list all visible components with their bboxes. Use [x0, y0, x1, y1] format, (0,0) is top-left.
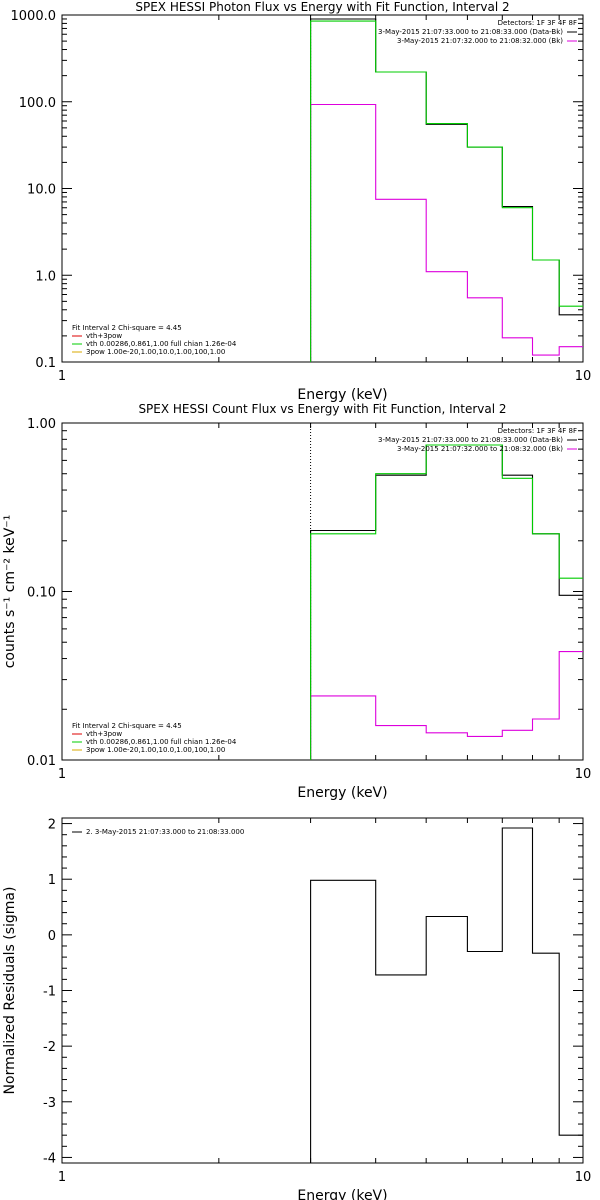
- series-1-line: [310, 18, 583, 362]
- x-tick-label: 1: [58, 1170, 66, 1185]
- chart-title: SPEX HESSI Photon Flux vs Energy with Fi…: [135, 0, 509, 14]
- legend-fit-header: Fit Interval 2 Chi-square = 4.45: [72, 324, 182, 332]
- legend-item-label: 3-May-2015 21:07:32.000 to 21:08:32.000 …: [397, 37, 563, 45]
- y-axis-label: Normalized Residuals (sigma): [2, 887, 18, 1095]
- x-tick-label: 10: [575, 369, 592, 384]
- y-tick-label: 2: [48, 818, 56, 833]
- legend-item-label: 3pow 1.00e-20,1.00,10.0,1.00,100,1.00: [86, 746, 225, 754]
- y-tick-label: 10.0: [27, 183, 56, 198]
- chart-panel-1: SPEX HESSI Photon Flux vs Energy with Fi…: [11, 0, 592, 403]
- chart-title: SPEX HESSI Count Flux vs Energy with Fit…: [138, 402, 506, 416]
- legend-item-label: vth 0.00286,0.861,1.00 full chian 1.26e-…: [86, 738, 237, 746]
- y-tick-label: 1000.0: [11, 9, 57, 24]
- plot-frame: [61, 422, 584, 761]
- x-tick-label: 1: [58, 369, 66, 384]
- x-tick-label: 10: [575, 767, 592, 782]
- series-1-line: [310, 444, 583, 760]
- x-tick-label: 1: [58, 767, 66, 782]
- chart-panel-2: SPEX HESSI Count Flux vs Energy with Fit…: [2, 402, 591, 801]
- plot-frame: [61, 14, 584, 363]
- legend-detectors: Detectors: 1F 3F 4F 8F: [498, 427, 577, 435]
- series-2-line: [310, 103, 583, 362]
- plot-frame: [61, 817, 584, 1164]
- series-3-line: [310, 20, 583, 362]
- y-tick-label: -2: [43, 1040, 56, 1055]
- series-2-line: [310, 651, 583, 760]
- y-tick-label: 0.01: [27, 754, 56, 769]
- y-tick-label: 1: [48, 873, 56, 888]
- legend-item-label: 2. 3-May-2015 21:07:33.000 to 21:08:33.0…: [86, 828, 244, 836]
- x-axis-label: Energy (keV): [297, 387, 387, 403]
- y-tick-label: 1.00: [27, 417, 56, 432]
- y-tick-label: -4: [43, 1151, 56, 1166]
- series-3-line: [310, 444, 583, 760]
- legend-item-label: 3-May-2015 21:07:33.000 to 21:08:33.000 …: [378, 436, 563, 444]
- legend-fit-header: Fit Interval 2 Chi-square = 4.45: [72, 722, 182, 730]
- y-tick-label: 0: [48, 929, 56, 944]
- legend-item-label: vth+3pow: [86, 332, 122, 340]
- x-axis-label: Energy (keV): [297, 785, 387, 801]
- legend-item-label: 3-May-2015 21:07:33.000 to 21:08:33.000 …: [378, 28, 563, 36]
- legend-item-label: 3pow 1.00e-20,1.00,10.0,1.00,100,1.00: [86, 348, 225, 356]
- y-tick-label: 1.0: [35, 269, 56, 284]
- y-tick-label: 0.10: [27, 586, 56, 601]
- y-tick-label: -3: [43, 1096, 56, 1111]
- y-tick-label: 100.0: [19, 96, 56, 111]
- series-1-line: [310, 827, 583, 1163]
- y-axis-label: counts s⁻¹ cm⁻² keV⁻¹: [2, 515, 18, 669]
- x-tick-label: 10: [575, 1170, 592, 1185]
- legend-item-label: vth+3pow: [86, 730, 122, 738]
- x-axis-label: Energy (keV): [297, 1188, 387, 1200]
- legend-item-label: 3-May-2015 21:07:32.000 to 21:08:32.000 …: [397, 445, 563, 453]
- y-tick-label: 0.1: [35, 356, 56, 371]
- legend-item-label: vth 0.00286,0.861,1.00 full chian 1.26e-…: [86, 340, 237, 348]
- y-tick-label: -1: [43, 985, 56, 1000]
- legend-detectors: Detectors: 1F 3F 4F 8F: [498, 19, 577, 27]
